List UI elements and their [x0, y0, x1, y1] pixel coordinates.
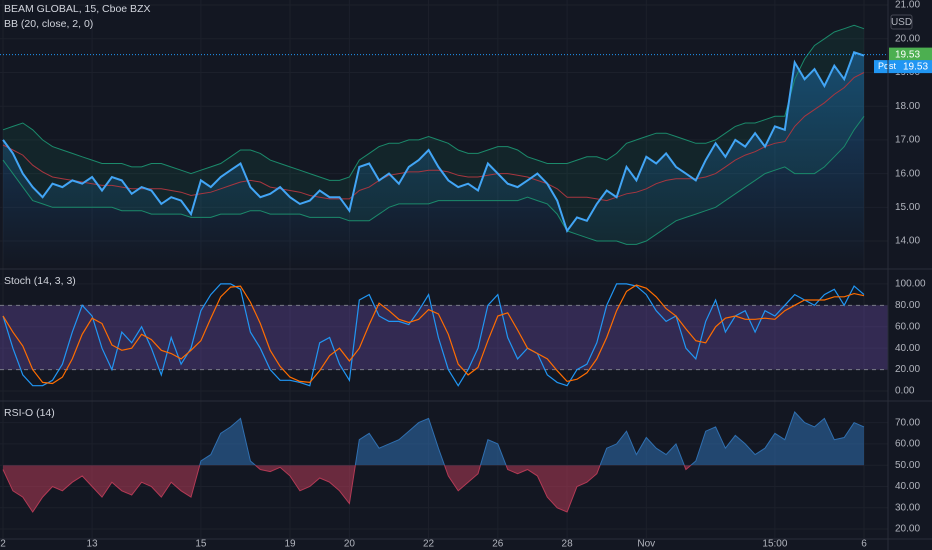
y-tick-label: 21.00	[895, 0, 920, 11]
y-tick-label: 20.00	[895, 364, 920, 375]
x-tick-label: 15:00	[762, 539, 787, 550]
x-tick-label: 15	[195, 539, 207, 550]
y-tick-label: 30.00	[895, 502, 920, 513]
y-tick-label: 40.00	[895, 481, 920, 492]
currency[interactable]: USD	[891, 17, 912, 28]
rsi-side	[3, 411, 865, 466]
y-tick-label: 14.00	[895, 236, 920, 247]
last-price-label: 19.53	[895, 49, 920, 60]
x-tick-label: 26	[492, 539, 504, 550]
rsi-side	[2, 465, 692, 513]
rsi-area	[3, 465, 691, 512]
x-tick-label: 13	[87, 539, 99, 550]
x-tick-label: 28	[562, 539, 574, 550]
band-fill	[0, 305, 888, 370]
y-tick-label: 16.00	[895, 168, 920, 179]
y-tick-label: 15.00	[895, 202, 920, 213]
price-pane	[2, 24, 865, 268]
y-tick-label: 100.00	[895, 279, 926, 290]
y-tick-label: 18.00	[895, 101, 920, 112]
x-tick-label: Nov	[637, 539, 655, 550]
symbol-title: BEAM GLOBAL, 15, Cboe BZX	[4, 3, 150, 15]
stoch-pane	[0, 283, 888, 387]
x-tick-label: 19	[284, 539, 296, 550]
y-tick-label: 60.00	[895, 439, 920, 450]
y-tick-label: 60.00	[895, 321, 920, 332]
price-line	[2, 51, 865, 234]
y-tick-label: 80.00	[895, 300, 920, 311]
x-tick-label: 20	[344, 539, 356, 550]
y-tick-label: 17.00	[895, 135, 920, 146]
y-tick-label: 20.00	[895, 524, 920, 535]
x-tick-label: 6	[861, 539, 867, 550]
currency-box[interactable]	[890, 14, 913, 30]
last-price-box	[889, 47, 932, 62]
y-tick-label: 0.00	[895, 386, 915, 397]
bb-band-line	[2, 24, 865, 181]
post-label: Post	[878, 61, 897, 71]
stoch-title: Stoch (14, 3, 3)	[4, 275, 76, 287]
y-tick-label: 50.00	[895, 460, 920, 471]
y-tick-label: 70.00	[895, 417, 920, 428]
y-tick-label: 20.00	[895, 33, 920, 44]
stoch-line	[2, 284, 865, 385]
post-price-label: 19.53	[903, 61, 928, 72]
rsi-line	[199, 411, 865, 466]
bb-title: BB (20, close, 2, 0)	[4, 18, 93, 30]
x-tick-label: 2	[0, 539, 6, 550]
x-tick-label: 22	[423, 539, 435, 550]
rsi-line	[2, 465, 692, 513]
y-tick-label: 40.00	[895, 343, 920, 354]
bb-band-line	[2, 116, 865, 245]
rsi-area	[3, 412, 864, 466]
rsi-title: RSI-O (14)	[4, 407, 55, 419]
